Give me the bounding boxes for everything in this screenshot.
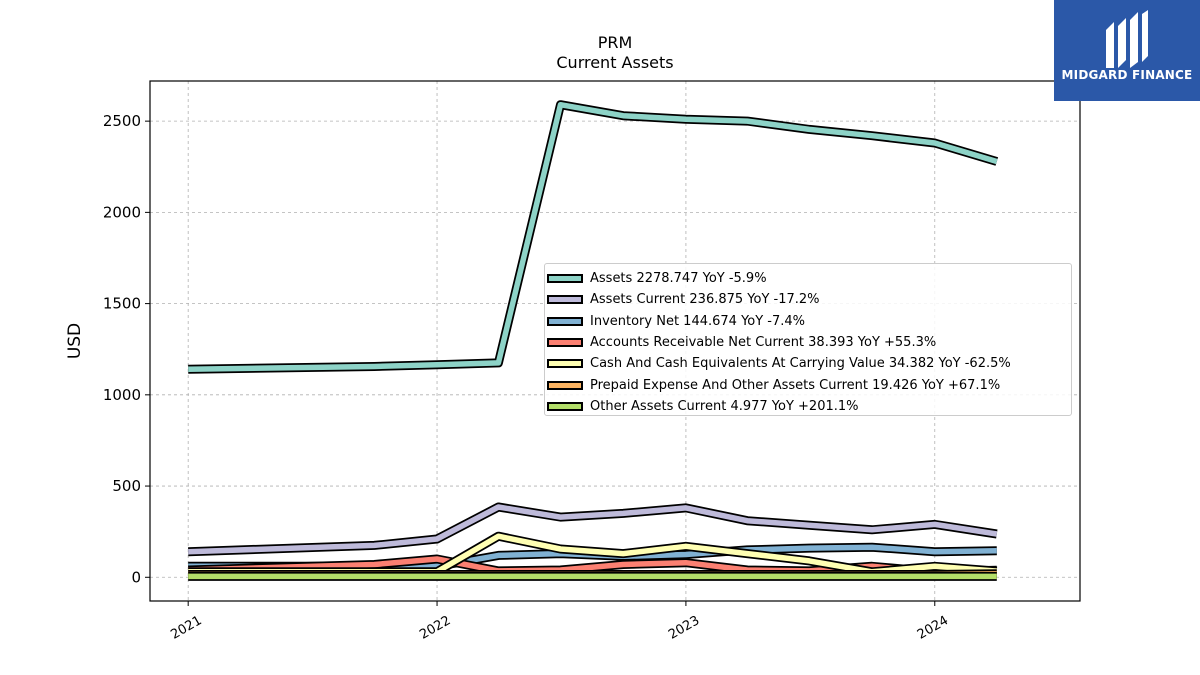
y-tick-label: 1000 [103, 386, 141, 404]
legend-swatch [547, 316, 583, 326]
legend-label: Other Assets Current 4.977 YoY +201.1% [590, 398, 859, 414]
x-tick-label: 2023 [666, 613, 702, 643]
series-line [188, 544, 997, 570]
legend-item: Inventory Net 144.674 YoY -7.4% [545, 311, 1071, 332]
legend-label: Accounts Receivable Net Current 38.393 Y… [590, 335, 937, 351]
y-tick-label: 1500 [103, 295, 141, 313]
legend-label: Cash And Cash Equivalents At Carrying Va… [590, 356, 1011, 372]
y-axis: 0 500 1000 1500 2000 2500 [103, 112, 150, 586]
series-line [188, 504, 998, 555]
legend-label: Assets 2278.747 YoY -5.9% [590, 271, 767, 287]
y-tick-label: 2000 [103, 203, 141, 221]
x-axis: 2021 2022 2023 2024 [168, 601, 951, 643]
legend-swatch [547, 380, 583, 390]
legend-swatch [547, 401, 583, 411]
legend-item: Other Assets Current 4.977 YoY +201.1% [545, 396, 1071, 417]
series-0 [188, 100, 999, 374]
legend-swatch [547, 274, 583, 284]
y-tick-label: 500 [112, 477, 141, 495]
legend-label: Inventory Net 144.674 YoY -7.4% [590, 313, 806, 329]
chart-subtitle: Current Assets [556, 53, 674, 72]
legend-item: Accounts Receivable Net Current 38.393 Y… [545, 332, 1071, 353]
plot-frame [149, 80, 1081, 602]
x-tick-label: 2024 [915, 613, 951, 643]
legend-item: Cash And Cash Equivalents At Carrying Va… [545, 353, 1071, 374]
logo-mark-icon [1106, 10, 1148, 68]
legend-label: Assets Current 236.875 YoY -17.2% [590, 292, 820, 308]
chart-title: PRM [597, 33, 633, 52]
legend-swatch [547, 338, 583, 348]
x-tick-label: 2022 [417, 613, 453, 643]
legend-item: Prepaid Expense And Other Assets Current… [545, 374, 1071, 395]
y-tick-label: 2500 [103, 112, 141, 130]
series-line [188, 101, 998, 373]
legend-label: Prepaid Expense And Other Assets Current… [590, 377, 1001, 393]
brand-logo: MIDGARD FINANCE [1054, 0, 1200, 101]
legend-item: Assets Current 236.875 YoY -17.2% [545, 289, 1071, 310]
y-axis-label: USD [65, 323, 85, 359]
legend-swatch [547, 359, 583, 369]
series-2 [188, 542, 997, 571]
legend-item: Assets 2278.747 YoY -5.9% [545, 268, 1071, 289]
x-tick-label: 2021 [168, 613, 204, 643]
legend: Assets 2278.747 YoY -5.9% Assets Current … [544, 263, 1072, 416]
y-tick-label: 0 [131, 568, 141, 586]
series-1 [188, 502, 998, 557]
logo-text: MIDGARD FINANCE [1061, 68, 1193, 82]
legend-swatch [547, 295, 583, 305]
series-layer [188, 100, 999, 581]
